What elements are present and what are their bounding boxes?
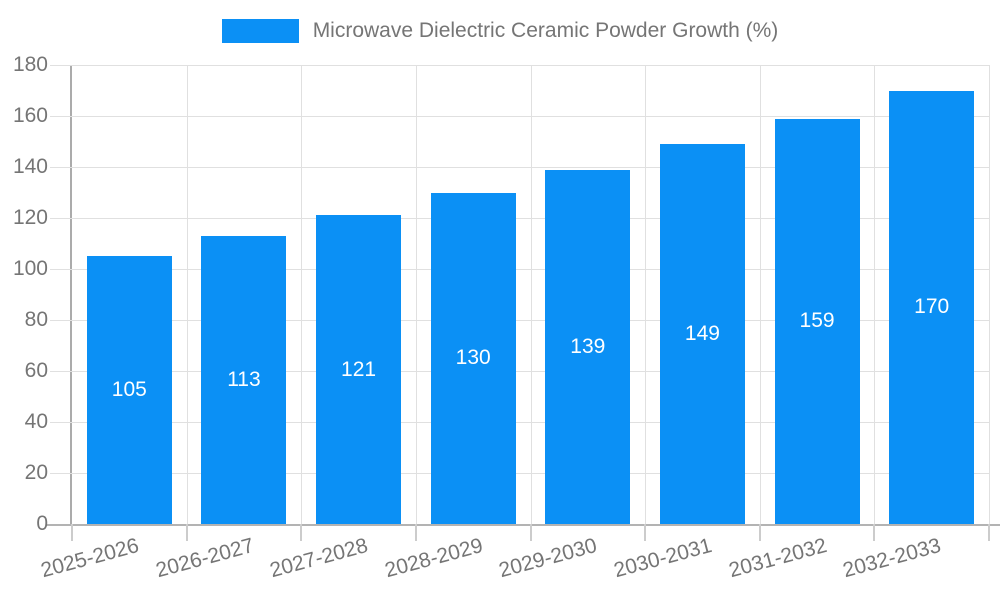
bar[interactable]: 130 <box>430 192 516 524</box>
x-tick-mark <box>644 524 647 541</box>
gridline-v <box>530 65 532 524</box>
y-axis-label: 100 <box>12 257 48 280</box>
gridline-h <box>50 422 989 423</box>
x-axis-label: 2028-2029 <box>382 534 486 583</box>
gridline-v <box>989 65 990 524</box>
gridline-h <box>50 116 989 117</box>
x-axis-label: 2026-2027 <box>152 534 256 583</box>
gridline-h <box>50 269 989 270</box>
y-axis-label: 140 <box>12 155 48 178</box>
x-tick-mark <box>300 524 303 541</box>
x-tick-mark <box>758 524 761 541</box>
y-axis-label: 60 <box>24 359 48 382</box>
bar[interactable]: 159 <box>774 118 860 524</box>
y-axis-label: 80 <box>24 308 48 331</box>
x-axis-label: 2027-2028 <box>267 534 371 583</box>
bar[interactable]: 121 <box>316 215 402 524</box>
bar-value-label: 121 <box>341 357 377 381</box>
y-axis-label: 120 <box>12 206 48 229</box>
chart-legend[interactable]: Microwave Dielectric Ceramic Powder Grow… <box>0 8 1000 54</box>
gridline-h <box>50 167 989 168</box>
bar-value-label: 130 <box>455 346 491 370</box>
bar[interactable]: 139 <box>545 169 631 524</box>
bar-value-label: 149 <box>684 322 720 346</box>
gridline-v <box>301 65 303 524</box>
y-axis-label: 180 <box>12 53 48 76</box>
bar[interactable]: 105 <box>86 256 172 524</box>
gridline-v <box>645 65 647 524</box>
gridline-h <box>50 371 989 372</box>
bar[interactable]: 149 <box>659 144 745 524</box>
x-axis-label: 2025-2026 <box>38 534 142 583</box>
gridline-v <box>759 65 761 524</box>
y-axis-label: 0 <box>36 512 48 535</box>
gridline-h <box>50 473 989 474</box>
gridline-h <box>50 65 989 66</box>
y-axis-line <box>70 65 72 524</box>
bar[interactable]: 170 <box>889 90 975 524</box>
y-axis-label: 40 <box>24 410 48 433</box>
bar-value-label: 139 <box>570 334 606 358</box>
bar[interactable]: 113 <box>201 235 287 524</box>
x-tick-mark <box>873 524 876 541</box>
x-axis-label: 2029-2030 <box>496 534 600 583</box>
x-axis-line <box>46 524 1000 526</box>
legend-swatch-icon <box>221 19 299 43</box>
bar-value-label: 170 <box>914 295 950 319</box>
gridline-v <box>186 65 188 524</box>
x-axis-label: 2030-2031 <box>611 534 715 583</box>
y-axis-label: 20 <box>24 461 48 484</box>
x-axis-label: 2032-2033 <box>840 534 944 583</box>
bar-value-label: 159 <box>799 309 835 333</box>
x-axis-label: 2031-2032 <box>726 534 830 583</box>
gridline-h <box>50 320 989 321</box>
gridline-h <box>50 218 989 219</box>
bar-value-label: 105 <box>111 378 147 402</box>
x-tick-mark <box>988 524 990 541</box>
x-tick-mark <box>185 524 188 541</box>
plot-area: 0 20 40 60 80 100 120 140 160 180 105 113 121 130 139 1… <box>13 53 1000 582</box>
y-axis-label: 160 <box>12 104 48 127</box>
gridline-v <box>415 65 417 524</box>
bar-value-label: 113 <box>227 367 261 391</box>
legend-label: Microwave Dielectric Ceramic Powder Grow… <box>312 19 779 42</box>
x-tick-mark <box>529 524 532 541</box>
x-tick-mark <box>414 524 417 541</box>
x-tick-mark <box>71 524 73 541</box>
gridline-v <box>874 65 876 524</box>
